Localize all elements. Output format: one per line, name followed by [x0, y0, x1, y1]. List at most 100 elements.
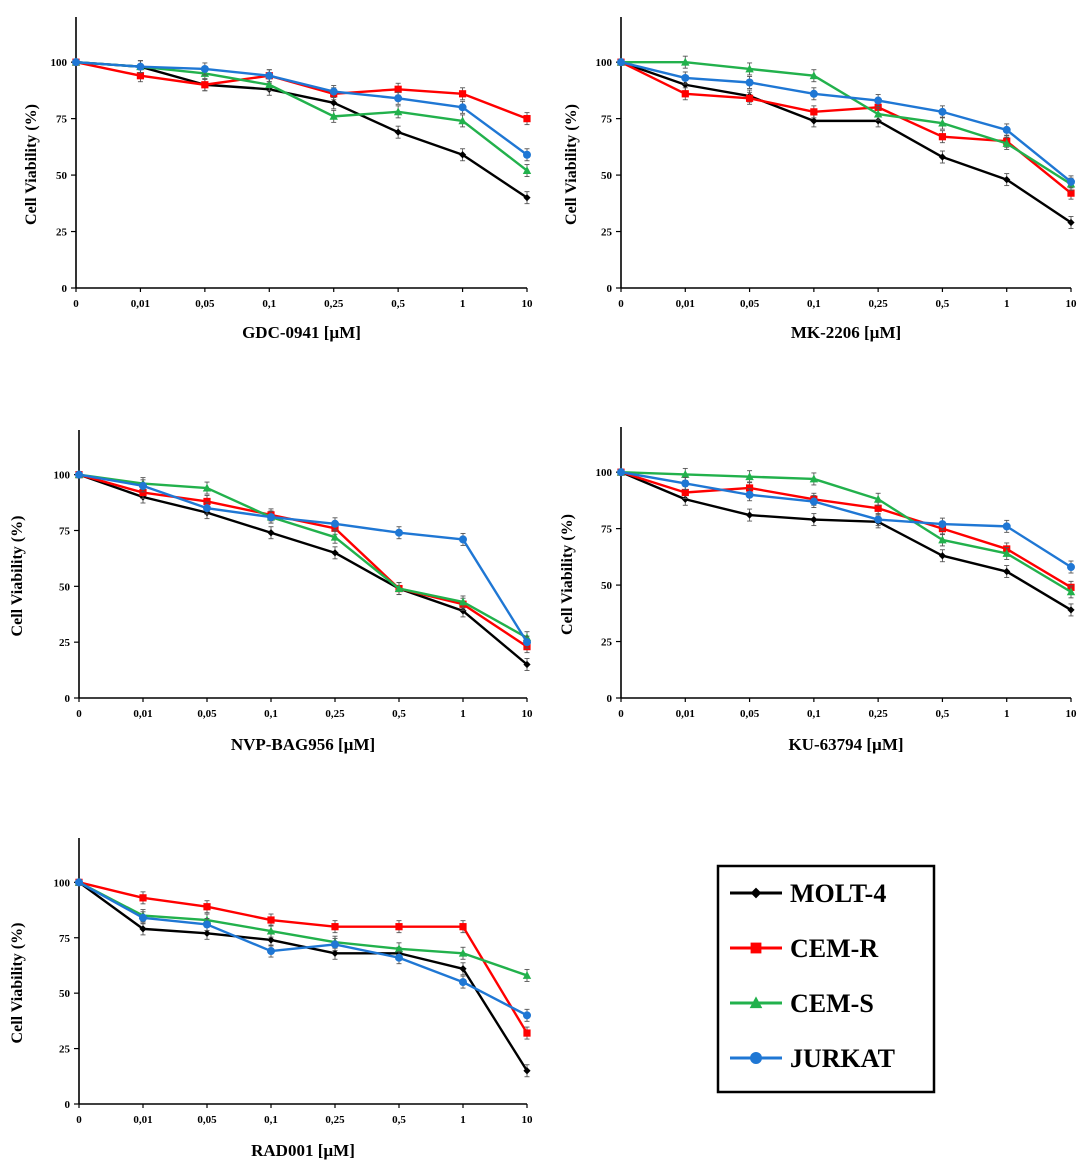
x-tick-label: 0 [76, 1114, 82, 1126]
data-point-cem-s [1002, 139, 1011, 147]
data-point-jurkat [745, 490, 754, 499]
data-point-jurkat [1002, 125, 1011, 134]
y-tick-label: 25 [59, 1044, 71, 1056]
data-point-cem-r [459, 923, 467, 931]
x-tick-label: 0,01 [133, 1114, 152, 1126]
data-point-molt-4 [394, 128, 402, 136]
series-line-cem-s [78, 881, 528, 977]
x-tick-label: 0,25 [325, 708, 345, 720]
y-axis-title: Cell Viability (%) [9, 923, 26, 1044]
data-point-cem-s [873, 494, 883, 503]
x-tick-label: 10 [1066, 298, 1078, 310]
x-tick-label: 0,05 [197, 1114, 217, 1126]
data-point-molt-4 [203, 929, 211, 937]
x-tick-label: 0,1 [264, 1114, 278, 1126]
y-axis-title: Cell Viability (%) [563, 104, 580, 225]
data-point-jurkat [75, 878, 83, 887]
chart-panel-5: 0 25 50 75 100 0 0,01 0,05 0,1 0,25 0,5 1 10 RAD001 [… [9, 838, 533, 1160]
legend-marker-jurkat [750, 1052, 762, 1064]
data-point-jurkat [938, 520, 947, 529]
y-tick-label: 50 [601, 580, 613, 592]
legend-label-jurkat: JURKAT [790, 1044, 895, 1073]
data-point-cem-s [522, 971, 532, 979]
x-tick-label: 0,5 [391, 298, 405, 310]
y-tick-label: 0 [62, 283, 68, 295]
data-point-jurkat [331, 940, 339, 949]
series-line-cem-r [78, 881, 529, 1034]
y-tick-label: 25 [59, 637, 71, 649]
y-tick-label: 0 [65, 1099, 71, 1111]
x-tick-label: 0,05 [740, 708, 760, 720]
chart-panel-4: 0 25 50 75 100 0 0,01 0,05 0,1 0,25 0,5 1 10 KU-63794… [559, 427, 1077, 754]
legend-marker-cem-r [750, 942, 762, 954]
x-tick-label: 0,01 [133, 708, 152, 720]
data-point-jurkat [1067, 563, 1075, 572]
series-jurkat [75, 878, 531, 1022]
x-tick-label: 0 [76, 708, 82, 720]
x-tick-label: 1 [1004, 708, 1010, 720]
data-point-cem-s [745, 64, 754, 73]
data-point-molt-4 [458, 151, 467, 159]
data-point-jurkat [395, 528, 403, 537]
data-point-cem-r [203, 497, 211, 506]
x-tick-label: 0,5 [392, 1114, 406, 1126]
data-point-jurkat [459, 978, 467, 987]
data-point-cem-r [523, 1029, 531, 1037]
series-jurkat [75, 470, 531, 649]
data-point-molt-4 [745, 511, 754, 519]
x-tick-label: 0,25 [869, 298, 889, 310]
x-tick-label: 0,05 [197, 708, 217, 720]
series-line-cem-s [621, 60, 1072, 186]
y-tick-label: 50 [59, 988, 71, 1000]
y-tick-label: 75 [601, 524, 613, 536]
y-tick-label: 100 [51, 57, 68, 69]
data-point-jurkat [1067, 177, 1075, 186]
data-point-molt-4 [459, 965, 467, 973]
legend-marker-cem-s [749, 996, 763, 1009]
data-point-cem-s [330, 532, 340, 541]
data-point-jurkat [809, 89, 818, 98]
data-point-cem-r [1067, 189, 1075, 197]
data-point-molt-4 [523, 194, 531, 202]
series-line-jurkat [78, 881, 528, 1017]
data-point-cem-r [136, 72, 145, 80]
legend-label-cem-s: CEM-S [790, 989, 874, 1018]
x-tick-label: 0,25 [325, 1114, 345, 1126]
y-tick-label: 100 [54, 470, 71, 482]
data-point-cem-r [938, 133, 947, 141]
data-point-molt-4 [523, 660, 531, 669]
x-tick-label: 0 [73, 298, 79, 310]
data-point-molt-4 [681, 495, 689, 503]
data-point-molt-4 [810, 515, 818, 524]
data-point-jurkat [681, 479, 690, 488]
data-point-cem-r [458, 90, 467, 98]
data-point-cem-s [522, 166, 532, 174]
data-point-cem-r [139, 894, 147, 902]
y-axis-title: Cell Viability (%) [9, 516, 26, 637]
data-point-cem-r [745, 484, 754, 492]
data-point-jurkat [617, 58, 625, 67]
x-tick-label: 10 [522, 708, 534, 720]
data-point-cem-s [1066, 587, 1076, 596]
x-tick-label: 0,1 [264, 708, 278, 720]
data-point-cem-r [331, 923, 339, 931]
data-point-jurkat [139, 481, 147, 490]
data-point-jurkat [395, 953, 403, 962]
y-tick-label: 100 [596, 57, 613, 69]
legend-item-cem-s: CEM-S [730, 989, 874, 1018]
data-point-jurkat [459, 535, 467, 544]
data-point-molt-4 [1067, 218, 1075, 227]
data-point-cem-s [745, 472, 754, 481]
data-point-molt-4 [681, 81, 689, 89]
data-point-molt-4 [459, 607, 467, 615]
y-tick-label: 25 [601, 227, 613, 239]
x-axis-title: KU-63794 [µM] [788, 735, 903, 754]
x-tick-label: 10 [522, 1114, 534, 1126]
data-point-cem-r [267, 916, 275, 924]
y-tick-label: 50 [59, 581, 71, 593]
data-point-cem-s [1002, 549, 1011, 557]
data-point-cem-r [874, 103, 882, 111]
x-axis-title: NVP-BAG956 [µM] [231, 735, 375, 754]
y-tick-label: 25 [601, 637, 613, 649]
x-axis-title: GDC-0941 [µM] [242, 323, 361, 342]
